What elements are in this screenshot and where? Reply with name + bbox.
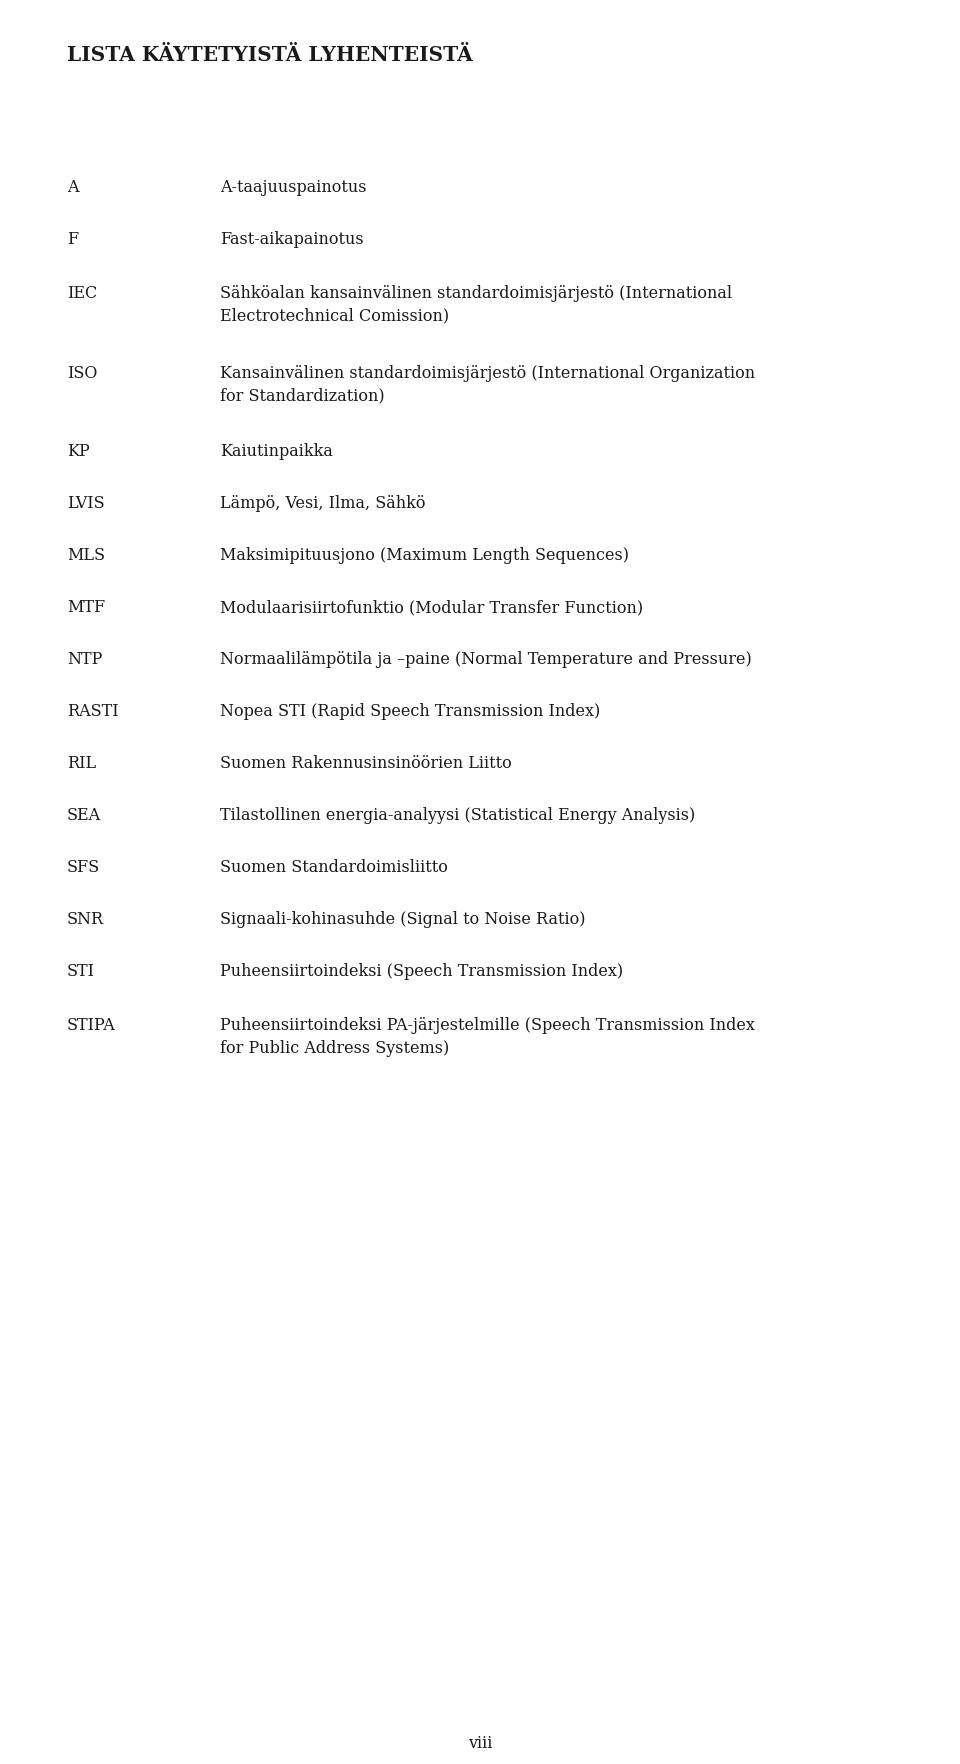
Text: A: A <box>67 180 79 196</box>
Text: LISTA KÄYTETYISTÄ LYHENTEISTÄ: LISTA KÄYTETYISTÄ LYHENTEISTÄ <box>67 44 472 65</box>
Text: F: F <box>67 231 78 249</box>
Text: MTF: MTF <box>67 598 106 616</box>
Text: RIL: RIL <box>67 755 96 771</box>
Text: STI: STI <box>67 963 95 979</box>
Text: LVIS: LVIS <box>67 496 105 512</box>
Text: Maksimipituusjono (Maximum Length Sequences): Maksimipituusjono (Maximum Length Sequen… <box>220 547 629 564</box>
Text: Puheensiirtoindeksi PA-järjestelmille (Speech Transmission Index
for Public Addr: Puheensiirtoindeksi PA-järjestelmille (S… <box>220 1016 755 1057</box>
Text: Suomen Rakennusinsinöörien Liitto: Suomen Rakennusinsinöörien Liitto <box>220 755 512 771</box>
Text: Signaali-kohinasuhde (Signal to Noise Ratio): Signaali-kohinasuhde (Signal to Noise Ra… <box>220 910 586 928</box>
Text: Suomen Standardoimisliitto: Suomen Standardoimisliitto <box>220 859 448 875</box>
Text: Kansainvälinen standardoimisjärjestö (International Organization
for Standardiza: Kansainvälinen standardoimisjärjestö (In… <box>220 365 756 404</box>
Text: Modulaarisiirtofunktio (Modular Transfer Function): Modulaarisiirtofunktio (Modular Transfer… <box>220 598 643 616</box>
Text: SEA: SEA <box>67 806 101 824</box>
Text: NTP: NTP <box>67 651 103 669</box>
Text: A-taajuuspainotus: A-taajuuspainotus <box>220 180 367 196</box>
Text: Puheensiirtoindeksi (Speech Transmission Index): Puheensiirtoindeksi (Speech Transmission… <box>220 963 623 979</box>
Text: SFS: SFS <box>67 859 100 875</box>
Text: ISO: ISO <box>67 365 97 383</box>
Text: MLS: MLS <box>67 547 105 564</box>
Text: Normaalilämpötila ja –paine (Normal Temperature and Pressure): Normaalilämpötila ja –paine (Normal Temp… <box>220 651 752 669</box>
Text: SNR: SNR <box>67 910 104 928</box>
Text: Tilastollinen energia-analyysi (Statistical Energy Analysis): Tilastollinen energia-analyysi (Statisti… <box>220 806 695 824</box>
Text: Fast-aikapainotus: Fast-aikapainotus <box>220 231 364 249</box>
Text: Sähköalan kansainvälinen standardoimisjärjestö (International
Electrotechnical C: Sähköalan kansainvälinen standardoimisjä… <box>220 286 732 325</box>
Text: Lämpö, Vesi, Ilma, Sähkö: Lämpö, Vesi, Ilma, Sähkö <box>220 496 425 512</box>
Text: KP: KP <box>67 443 89 460</box>
Text: Kaiutinpaikka: Kaiutinpaikka <box>220 443 333 460</box>
Text: Nopea STI (Rapid Speech Transmission Index): Nopea STI (Rapid Speech Transmission Ind… <box>220 702 600 720</box>
Text: STIPA: STIPA <box>67 1016 116 1034</box>
Text: IEC: IEC <box>67 286 97 302</box>
Text: viii: viii <box>468 1734 492 1752</box>
Text: RASTI: RASTI <box>67 702 119 720</box>
